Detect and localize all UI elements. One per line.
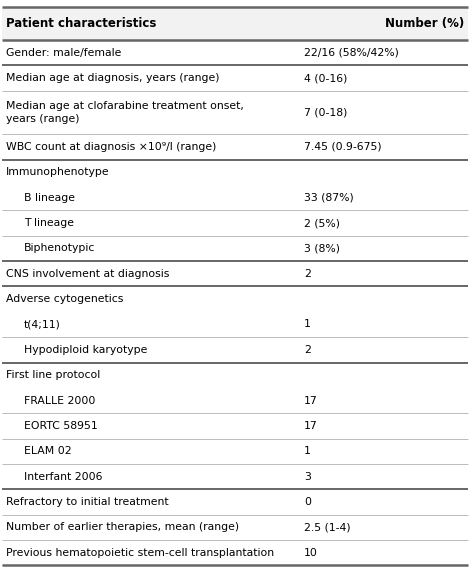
- Text: 1: 1: [304, 446, 311, 457]
- Text: Refractory to initial treatment: Refractory to initial treatment: [6, 497, 169, 507]
- Text: 22/16 (58%/42%): 22/16 (58%/42%): [304, 48, 399, 58]
- Text: First line protocol: First line protocol: [6, 370, 101, 380]
- Text: Hypodiploid karyotype: Hypodiploid karyotype: [24, 345, 148, 355]
- Text: 17: 17: [304, 396, 318, 406]
- Text: Interfant 2006: Interfant 2006: [24, 471, 102, 482]
- Text: 0: 0: [304, 497, 311, 507]
- Text: t(4;11): t(4;11): [24, 320, 61, 329]
- Text: Previous hematopoietic stem-cell transplantation: Previous hematopoietic stem-cell transpl…: [6, 548, 274, 558]
- Text: Immunophenotype: Immunophenotype: [6, 168, 110, 177]
- Text: CNS involvement at diagnosis: CNS involvement at diagnosis: [6, 269, 170, 279]
- Text: 2: 2: [304, 269, 311, 279]
- Text: Gender: male/female: Gender: male/female: [6, 48, 121, 58]
- Text: 17: 17: [304, 421, 318, 431]
- Text: 2 (5%): 2 (5%): [304, 218, 340, 228]
- Text: B lineage: B lineage: [24, 193, 75, 203]
- Text: EORTC 58951: EORTC 58951: [24, 421, 98, 431]
- Text: 3: 3: [304, 471, 311, 482]
- Text: Patient characteristics: Patient characteristics: [6, 17, 157, 30]
- Text: Median age at clofarabine treatment onset,
years (range): Median age at clofarabine treatment onse…: [6, 101, 244, 124]
- Text: Median age at diagnosis, years (range): Median age at diagnosis, years (range): [6, 73, 219, 83]
- Text: Number (%): Number (%): [384, 17, 464, 30]
- Text: Adverse cytogenetics: Adverse cytogenetics: [6, 294, 124, 304]
- Text: 2.5 (1-4): 2.5 (1-4): [304, 522, 351, 532]
- Text: 7 (0-18): 7 (0-18): [304, 108, 347, 117]
- Text: 10: 10: [304, 548, 318, 558]
- Text: FRALLE 2000: FRALLE 2000: [24, 396, 95, 406]
- Text: 1: 1: [304, 320, 311, 329]
- Text: 3 (8%): 3 (8%): [304, 243, 340, 254]
- Text: T lineage: T lineage: [24, 218, 74, 228]
- Text: 7.45 (0.9-675): 7.45 (0.9-675): [304, 142, 382, 152]
- Text: 4 (0-16): 4 (0-16): [304, 73, 347, 83]
- Text: Number of earlier therapies, mean (range): Number of earlier therapies, mean (range…: [6, 522, 239, 532]
- Text: 33 (87%): 33 (87%): [304, 193, 354, 203]
- Text: ELAM 02: ELAM 02: [24, 446, 71, 457]
- Bar: [2, 7, 468, 40]
- Text: 2: 2: [304, 345, 311, 355]
- Text: Biphenotypic: Biphenotypic: [24, 243, 95, 254]
- Text: WBC count at diagnosis ×10⁹/l (range): WBC count at diagnosis ×10⁹/l (range): [6, 142, 217, 152]
